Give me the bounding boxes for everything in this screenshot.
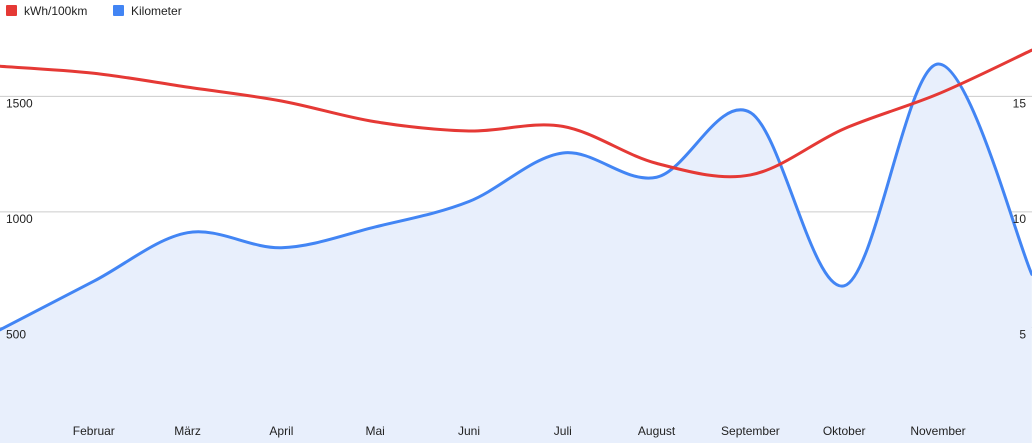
x-tick-label: Juni	[458, 424, 480, 438]
y-axis-left: 500 1000 1500	[6, 96, 33, 341]
legend-label: Kilometer	[131, 4, 182, 18]
series-line-kilometer	[0, 62, 1032, 332]
y-right-tick-label: 15	[1013, 96, 1027, 110]
x-tick-label: August	[638, 424, 676, 438]
legend-swatch	[113, 5, 124, 16]
x-tick-label: September	[721, 424, 780, 438]
series-line-kwh-100km	[0, 48, 1032, 179]
x-tick-label: Juli	[554, 424, 572, 438]
x-tick-label: April	[269, 424, 293, 438]
legend-label: kWh/100km	[24, 4, 87, 18]
x-tick-label: Februar	[73, 424, 115, 438]
x-axis: Februar März April Mai Juni Juli August Septemb…	[73, 424, 966, 438]
x-tick-label: Mai	[366, 424, 385, 438]
y-left-tick-label: 1500	[6, 96, 33, 110]
series-area-kilometer	[0, 63, 1032, 443]
legend: kWh/100km Kilometer	[6, 4, 182, 18]
series-kilometer	[0, 62, 1032, 443]
y-right-tick-label: 5	[1019, 327, 1026, 341]
series-kwh-100km	[0, 48, 1032, 179]
x-tick-label: Oktober	[823, 424, 866, 438]
y-left-tick-label: 500	[6, 327, 26, 341]
x-tick-label: November	[910, 424, 965, 438]
legend-swatch	[6, 5, 17, 16]
legend-item-kwh-100km[interactable]: kWh/100km	[6, 4, 87, 18]
y-left-tick-label: 1000	[6, 212, 33, 226]
y-right-tick-label: 10	[1013, 212, 1027, 226]
y-axis-right: 5 10 15	[1013, 96, 1027, 341]
legend-item-kilometer[interactable]: Kilometer	[113, 4, 182, 18]
x-tick-label: März	[174, 424, 201, 438]
